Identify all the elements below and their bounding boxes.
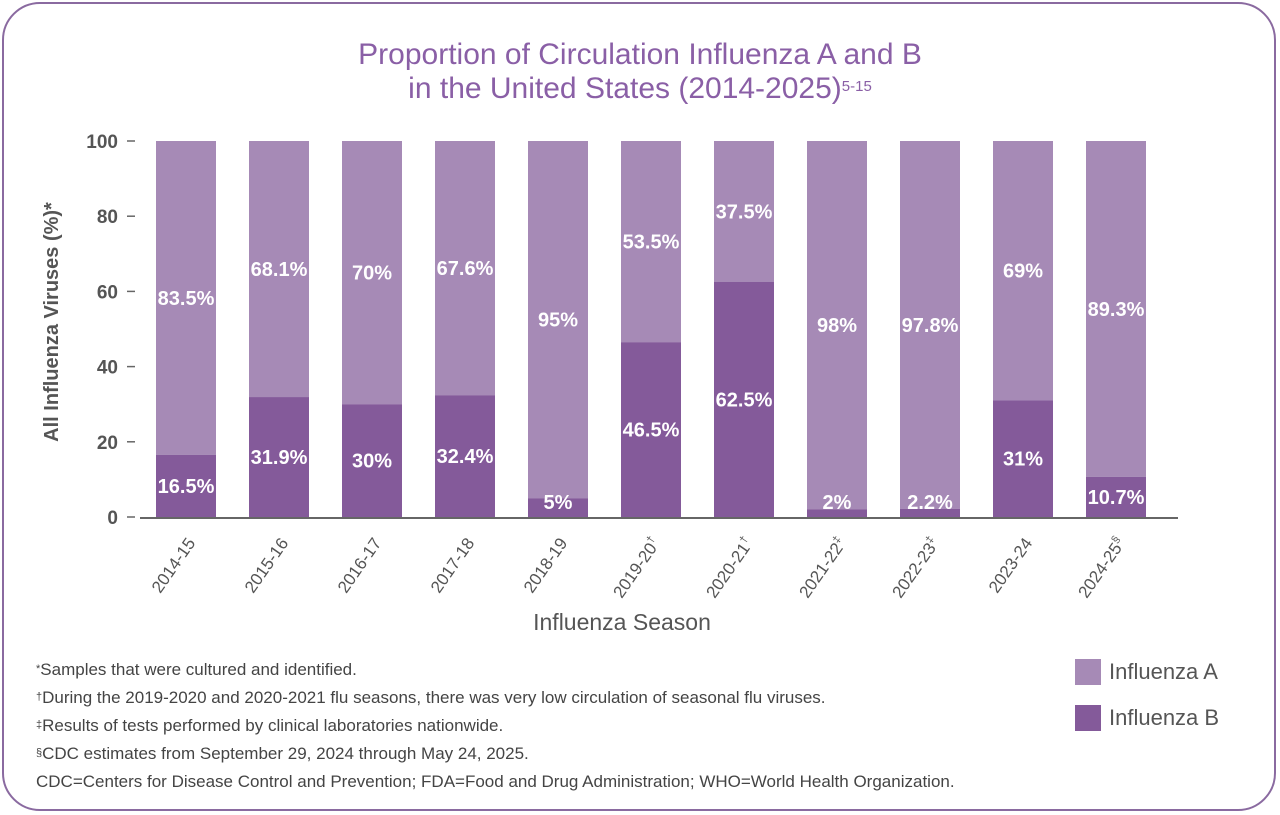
bar-influenza-a-2017-18 (435, 141, 495, 396)
footnote-text: Results of tests performed by clinical l… (42, 716, 504, 735)
bar-influenza-b-2019-20 (621, 342, 681, 517)
x-tick-label-2022-23: 2022-23‡ (888, 534, 944, 602)
bar-influenza-a-2021-22 (807, 141, 867, 510)
bar-influenza-a-2022-23 (900, 141, 960, 509)
data-label-influenza-a-2023-24: 69% (1003, 261, 1043, 283)
legend-item-influenza-a: Influenza A (1075, 658, 1219, 686)
y-axis: 0 20 40 60 80 100 (86, 132, 135, 529)
bar-influenza-b-2022-23 (900, 508, 960, 517)
data-label-influenza-b-2024-25: 10.7% (1088, 487, 1145, 509)
legend: Influenza A Influenza B (1075, 658, 1219, 750)
x-tick-label-2017-18: 2017-18 (427, 534, 478, 596)
footnote-text: CDC estimates from September 29, 2024 th… (42, 744, 529, 763)
data-label-influenza-b-2023-24: 31% (1003, 449, 1043, 471)
x-tick-label-2021-22: 2021-22‡ (795, 534, 851, 602)
bar-influenza-b-2021-22 (807, 509, 867, 517)
footnote-4: §CDC estimates from September 29, 2024 t… (36, 740, 955, 768)
data-label-influenza-b-2016-17: 30% (352, 451, 392, 473)
y-tick-label-60: 60 (97, 282, 118, 303)
bar-influenza-b-2017-18 (435, 395, 495, 517)
legend-swatch-influenza-a (1075, 659, 1101, 685)
data-label-influenza-b-2022-23: 2.2% (907, 492, 953, 514)
x-axis: 2014-15 2015-16 2016-17 2017-18 2018-19 2019-… (140, 517, 1178, 602)
data-label-influenza-b-2021-22: 2% (823, 492, 852, 514)
footnote-text: CDC=Centers for Disease Control and Prev… (36, 772, 955, 791)
bar-influenza-b-2024-25 (1086, 476, 1146, 517)
footnote-mark: ‡ (36, 719, 43, 731)
x-tick-label-2020-21: 2020-21† (702, 534, 758, 602)
x-tick-label-2014-15: 2014-15 (148, 534, 199, 596)
footnote-5: CDC=Centers for Disease Control and Prev… (36, 768, 955, 796)
data-label-influenza-b-2014-15: 16.5% (158, 476, 215, 498)
y-tick-label-40: 40 (97, 358, 118, 379)
stacked-bar-chart: 83.5% 16.5% 68.1% 31.9% 70% 30% 67.6% 32.4% 95% 5… (41, 132, 1178, 635)
footnote-text: Samples that were cultured and identifie… (40, 660, 357, 679)
chart-title-line-2: in the United States (2014-2025)5-15 (0, 71, 1280, 107)
y-axis-label: All Influenza Viruses (%)* (41, 202, 63, 442)
x-tick-label-2019-20: 2019-20† (609, 534, 665, 602)
bar-influenza-a-2014-15 (156, 141, 216, 455)
data-label-influenza-b-2017-18: 32.4% (437, 446, 494, 468)
bar-influenza-b-2015-16 (249, 397, 309, 517)
bar-influenza-a-2024-25 (1086, 141, 1146, 477)
footnote-mark: * (36, 663, 41, 675)
legend-label-influenza-b: Influenza B (1109, 705, 1220, 730)
data-label-influenza-a-2019-20: 53.5% (623, 232, 680, 254)
data-label-influenza-a-2022-23: 97.8% (902, 315, 959, 337)
y-tick-label-80: 80 (97, 207, 118, 228)
footnote-mark: † (36, 691, 43, 703)
bar-influenza-b-2018-19 (528, 498, 588, 517)
x-tick-label-2016-17: 2016-17 (334, 534, 385, 596)
bar-influenza-b-2023-24 (993, 400, 1053, 517)
data-label-influenza-a-2020-21: 37.5% (716, 202, 773, 224)
chart-title-line-1: Proportion of Circulation Influenza A an… (358, 38, 922, 71)
bars-group: 83.5% 16.5% 68.1% 31.9% 70% 30% 67.6% 32.4% 95% 5… (156, 141, 1146, 517)
bar-influenza-a-2023-24 (993, 141, 1053, 401)
data-label-influenza-a-2017-18: 67.6% (437, 258, 494, 280)
footnotes: *Samples that were cultured and identifi… (36, 656, 955, 796)
data-label-influenza-a-2024-25: 89.3% (1088, 299, 1145, 321)
data-label-influenza-a-2021-22: 98% (817, 315, 857, 337)
footnote-text: During the 2019-2020 and 2020-2021 flu s… (42, 688, 826, 707)
bar-influenza-a-2015-16 (249, 141, 309, 398)
legend-swatch-influenza-b (1075, 705, 1101, 731)
data-label-influenza-b-2015-16: 31.9% (251, 447, 308, 469)
x-axis-label: Influenza Season (533, 609, 711, 635)
legend-item-influenza-b: Influenza B (1075, 704, 1219, 732)
footnote-2: †During the 2019-2020 and 2020-2021 flu … (36, 684, 955, 712)
data-label-influenza-a-2014-15: 83.5% (158, 288, 215, 310)
x-tick-label-2018-19: 2018-19 (520, 534, 571, 596)
x-tick-label-2023-24: 2023-24 (985, 534, 1036, 596)
bar-influenza-a-2016-17 (342, 141, 402, 405)
bar-influenza-a-2018-19 (528, 141, 588, 499)
chart-title-line-2-text: in the United States (2014-2025) (408, 72, 842, 105)
y-tick-label-20: 20 (97, 433, 118, 454)
bar-influenza-b-2016-17 (342, 404, 402, 517)
data-label-influenza-b-2018-19: 5% (544, 492, 573, 514)
footnote-3: ‡Results of tests performed by clinical … (36, 712, 955, 740)
chart-title-superscript: 5-15 (841, 78, 872, 95)
data-label-influenza-a-2015-16: 68.1% (251, 259, 308, 281)
x-tick-label-2024-25: 2024-25§ (1074, 534, 1130, 602)
x-tick-label-2015-16: 2015-16 (241, 534, 292, 596)
footnote-1: *Samples that were cultured and identifi… (36, 656, 955, 684)
data-label-influenza-a-2018-19: 95% (538, 310, 578, 332)
bar-influenza-a-2019-20 (621, 141, 681, 343)
footnote-mark: § (36, 747, 43, 759)
bar-influenza-b-2020-21 (714, 282, 774, 517)
data-label-influenza-b-2020-21: 62.5% (716, 390, 773, 412)
bar-influenza-a-2020-21 (714, 141, 774, 282)
data-label-influenza-b-2019-20: 46.5% (623, 420, 680, 442)
y-tick-label-0: 0 (107, 508, 118, 529)
data-label-influenza-a-2016-17: 70% (352, 263, 392, 285)
bar-influenza-b-2014-15 (156, 454, 216, 517)
y-tick-label-100: 100 (86, 132, 118, 153)
legend-label-influenza-a: Influenza A (1109, 659, 1218, 684)
